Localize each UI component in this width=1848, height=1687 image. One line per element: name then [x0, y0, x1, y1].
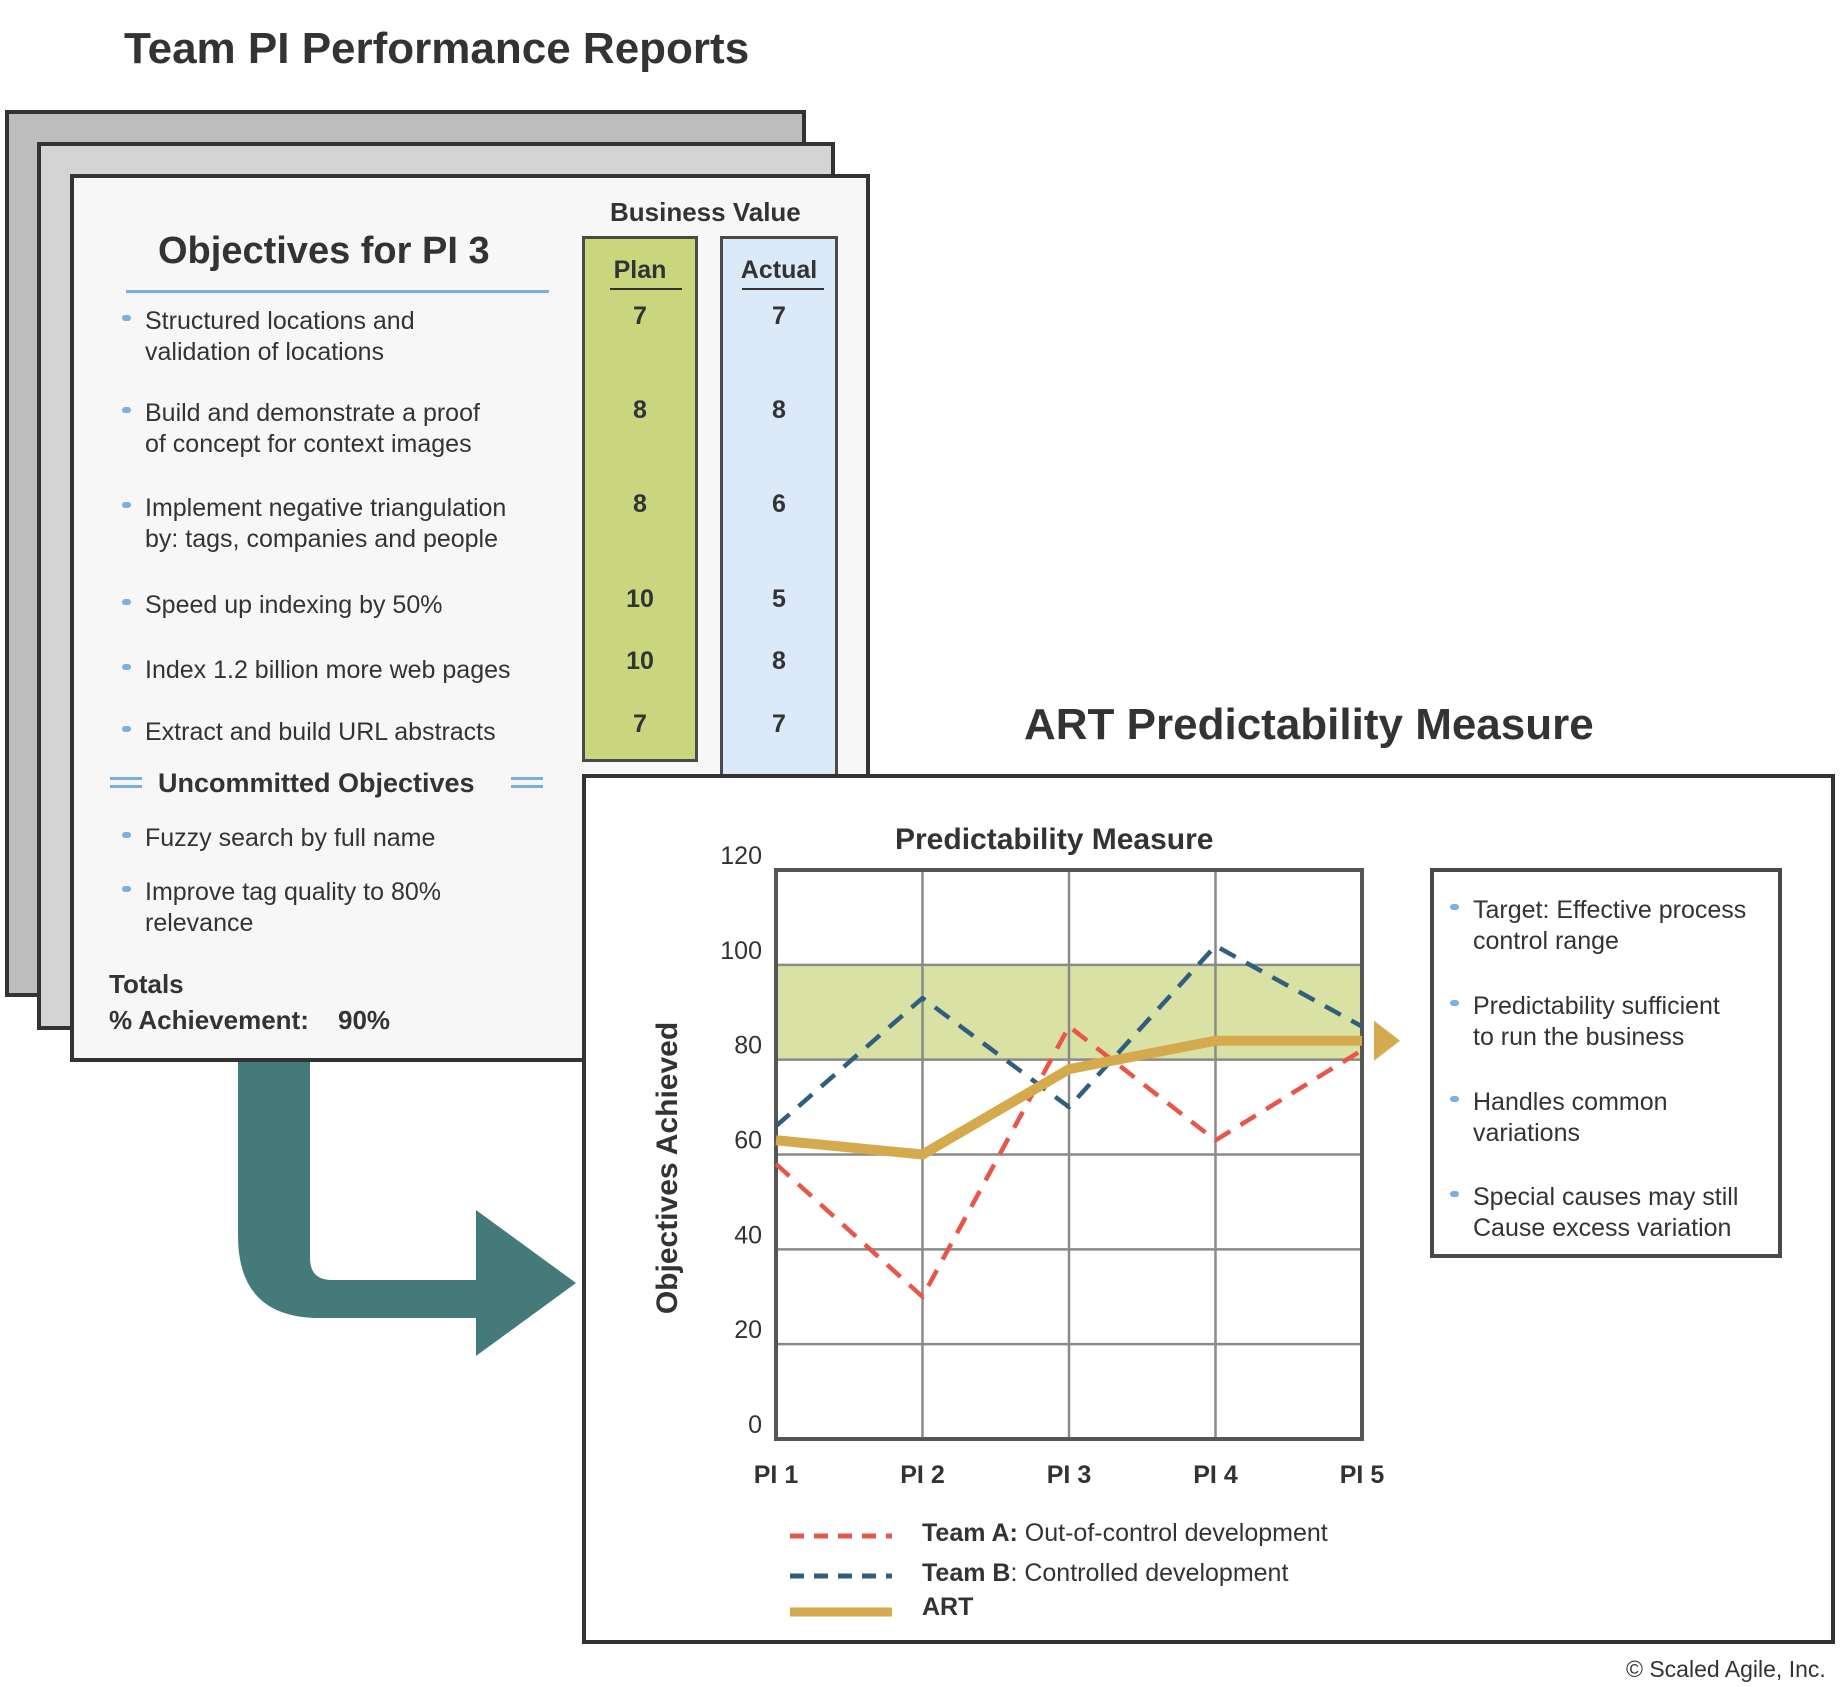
- bullet-icon: [122, 407, 131, 413]
- bullet-icon: [1450, 1191, 1459, 1197]
- totals-label: Totals: [109, 969, 184, 999]
- team-reports-title: Team PI Performance Reports: [124, 24, 750, 73]
- y-tick-label: 20: [734, 1316, 762, 1344]
- actual-header: Actual: [740, 256, 818, 284]
- actual-column: [720, 236, 838, 796]
- uncommitted-text: Fuzzy search by full name: [145, 824, 436, 852]
- objective-text: Build and demonstrate a proof of concept…: [145, 399, 480, 458]
- bullet-icon: [122, 664, 131, 670]
- legend-label-art: ART: [922, 1593, 974, 1621]
- plan-column: [582, 236, 698, 762]
- bullet-icon: [1450, 904, 1459, 910]
- objective-text: Index 1.2 billion more web pages: [145, 656, 511, 684]
- divider-icon: [511, 777, 543, 780]
- note-text: Handles common variations: [1473, 1088, 1668, 1147]
- note-text: Predictability sufficient to run the bus…: [1473, 992, 1720, 1051]
- objective-text: Implement negative triangulation by: tag…: [145, 494, 507, 553]
- y-axis-title: Objectives Achieved: [651, 1022, 684, 1314]
- bullet-icon: [122, 502, 131, 508]
- y-tick-label: 80: [734, 1032, 762, 1060]
- bullet-icon: [1450, 1096, 1459, 1102]
- y-tick-label: 60: [734, 1127, 762, 1155]
- business-value-label: Business Value: [610, 197, 801, 227]
- plan-header: Plan: [613, 256, 667, 284]
- plan-value: 8: [633, 490, 647, 518]
- notes-box: [1430, 868, 1782, 1258]
- achievement-label: % Achievement:: [109, 1005, 309, 1035]
- achievement-value: 90%: [338, 1005, 391, 1035]
- actual-value: 6: [772, 490, 786, 518]
- art-title: ART Predictability Measure: [1024, 700, 1594, 749]
- objective-text: Structured locations and validation of l…: [145, 307, 415, 366]
- plan-value: 7: [633, 710, 647, 738]
- divider-icon: [110, 777, 142, 780]
- objective-text: Extract and build URL abstracts: [145, 718, 496, 746]
- bullet-icon: [122, 886, 131, 892]
- actual-value: 7: [772, 302, 786, 330]
- legend-line-team-b: [790, 1573, 892, 1579]
- x-tick-label: PI 1: [754, 1461, 799, 1489]
- predictability-chart: 0 20 40 60 80 100 120 PI 1 PI 2 PI 3 PI 4 PI 5 Objec…: [651, 842, 1400, 1489]
- art-arrowhead-icon: [1374, 1020, 1400, 1061]
- actual-value: 8: [772, 647, 786, 675]
- x-tick-label: PI 5: [1340, 1461, 1385, 1489]
- plan-header-underline: [610, 288, 682, 290]
- note-text: Special causes may still Cause excess va…: [1473, 1183, 1739, 1242]
- x-tick-label: PI 3: [1047, 1461, 1091, 1489]
- plan-value: 7: [633, 302, 647, 330]
- legend-label-team-a: Team A: Out-of-control development: [922, 1519, 1328, 1547]
- legend-line-art: [790, 1607, 892, 1617]
- plan-value: 8: [633, 396, 647, 424]
- bullet-icon: [122, 599, 131, 605]
- plot-frame: [774, 868, 1364, 1441]
- uncommitted-label: Uncommitted Objectives: [158, 768, 475, 798]
- copyright: © Scaled Agile, Inc.: [1626, 1656, 1826, 1682]
- bullet-icon: [122, 315, 131, 321]
- legend-label-team-b: Team B: Controlled development: [922, 1559, 1289, 1587]
- y-tick-label: 120: [720, 842, 762, 870]
- art-panel: Predictability Measure 0 20 40 60 80 100 120 PI…: [582, 774, 1835, 1644]
- bullet-icon: [122, 726, 131, 732]
- y-tick-label: 40: [734, 1221, 762, 1249]
- objectives-title: Objectives for PI 3: [158, 230, 490, 272]
- bullet-icon: [1450, 1000, 1459, 1006]
- actual-value: 8: [772, 396, 786, 424]
- objectives-title-underline: [126, 290, 549, 293]
- plan-value: 10: [626, 585, 654, 613]
- x-tick-label: PI 4: [1193, 1461, 1238, 1489]
- actual-value: 5: [772, 585, 786, 613]
- x-tick-label: PI 2: [900, 1461, 944, 1489]
- plan-value: 10: [626, 647, 654, 675]
- actual-value: 7: [772, 710, 786, 738]
- objective-text: Speed up indexing by 50%: [145, 591, 443, 619]
- actual-header-underline: [742, 288, 824, 290]
- note-text: Target: Effective process control range: [1473, 896, 1747, 955]
- flow-arrow-icon: [238, 1050, 576, 1356]
- legend-line-team-a: [790, 1533, 892, 1539]
- bullet-icon: [122, 832, 131, 838]
- series-line-team-a: [774, 1024, 1364, 1299]
- y-tick-label: 100: [720, 937, 762, 965]
- chart-title: Predictability Measure: [895, 823, 1214, 856]
- y-tick-label: 0: [748, 1411, 762, 1439]
- report-sheet-front: Objectives for PI 3 Business Value Plan …: [70, 174, 870, 1062]
- uncommitted-text: Improve tag quality to 80% relevance: [145, 878, 441, 937]
